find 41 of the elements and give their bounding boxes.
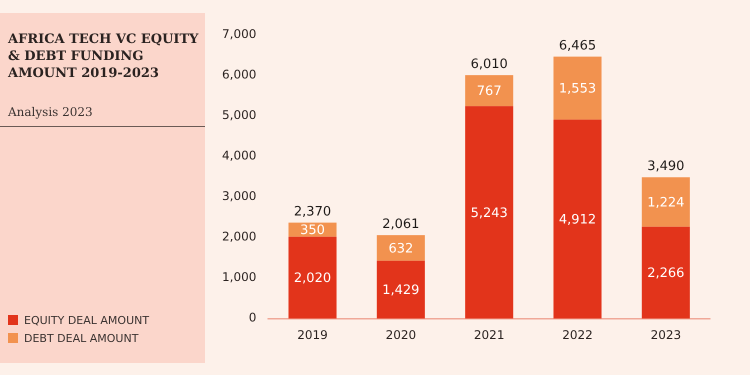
x-tick-label: 2022 (562, 328, 593, 342)
total-label: 6,010 (470, 56, 508, 72)
bar (376, 235, 425, 261)
x-tick-label: 2023 (650, 328, 682, 342)
data-label: 1,224 (647, 195, 684, 210)
x-tick-label: 2020 (386, 328, 416, 342)
y-tick-label: 1,000 (222, 270, 256, 284)
total-label: 6,465 (558, 38, 596, 54)
data-label: 767 (476, 84, 502, 100)
data-label: 632 (388, 241, 414, 256)
y-tick-label: 2,000 (222, 230, 256, 244)
bar (642, 177, 690, 227)
y-tick-label: 5,000 (222, 108, 256, 122)
bar (553, 56, 602, 120)
bar (465, 106, 514, 319)
bar (553, 120, 602, 319)
total-label: 3,490 (647, 159, 684, 174)
legend-label: EQUITY DEAL AMOUNT (23, 312, 150, 328)
y-tick-label: 6,000 (222, 68, 256, 82)
data-label: 1,553 (558, 82, 596, 97)
y-tick-label: 7,000 (222, 27, 256, 42)
data-label: 2,266 (647, 266, 684, 282)
x-tick-label: 2019 (297, 328, 328, 342)
data-label: 1,429 (382, 283, 420, 298)
legend-label: DEBT DEAL AMOUNT (23, 330, 140, 346)
data-label: 2,020 (294, 271, 332, 286)
data-label: 5,243 (470, 206, 508, 221)
bar (376, 260, 425, 319)
bar (642, 226, 690, 319)
y-tick-label: 4,000 (222, 148, 256, 163)
text: AFRICA TECH VC EQUITY & DEBT FUNDING AMOUNT 2019-2023 (8, 31, 200, 82)
y-tick-label: 0 (248, 310, 256, 325)
data-label: 4,912 (558, 212, 596, 228)
bar (288, 236, 337, 319)
x-tick-label: 2021 (474, 328, 504, 342)
total-label: 2,061 (382, 216, 420, 232)
data-label: 350 (300, 223, 325, 238)
text: Analysis 2023 (8, 105, 93, 119)
bar (465, 75, 514, 106)
y-tick-label: 3,000 (222, 189, 256, 204)
total-label: 2,370 (294, 204, 332, 220)
